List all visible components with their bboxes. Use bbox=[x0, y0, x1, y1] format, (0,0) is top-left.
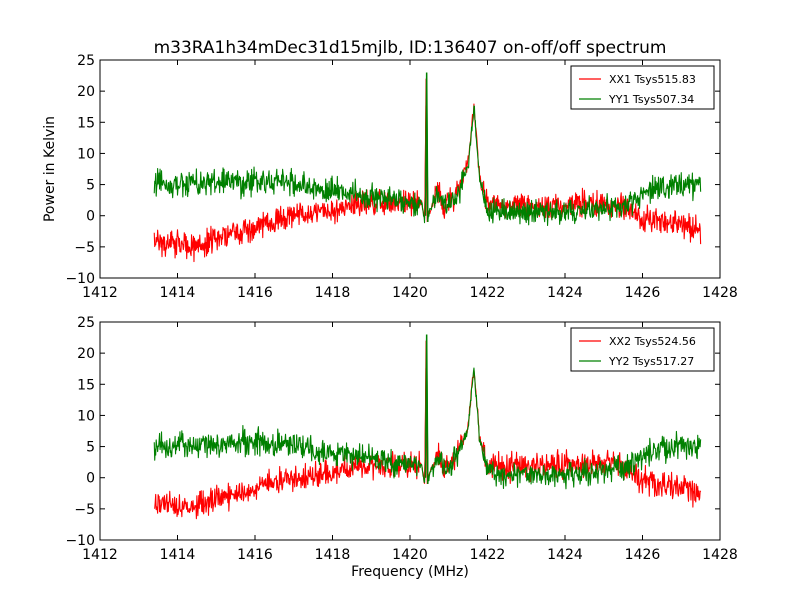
x-tick-label: 1426 bbox=[625, 285, 661, 301]
y-tick-label: 25 bbox=[77, 315, 95, 331]
x-axis-label: Frequency (MHz) bbox=[351, 564, 469, 580]
y-tick-label: 10 bbox=[77, 408, 95, 424]
x-tick-label: 1416 bbox=[237, 547, 273, 563]
x-tick-label: 1418 bbox=[315, 547, 351, 563]
y-tick-label: 10 bbox=[77, 146, 95, 162]
legend-box bbox=[570, 327, 715, 372]
figure-title: m33RA1h34mDec31d15mjlb, ID:136407 on-off… bbox=[154, 38, 667, 58]
legend-label: XX2 Tsys524.56 bbox=[609, 335, 696, 348]
y-tick-label: −10 bbox=[65, 271, 95, 287]
x-tick-label: 1412 bbox=[82, 285, 118, 301]
x-tick-label: 1420 bbox=[392, 285, 428, 301]
legend-label: YY2 Tsys517.27 bbox=[608, 355, 694, 368]
y-tick-label: −5 bbox=[74, 240, 95, 256]
y-axis-label: Power in Kelvin bbox=[42, 116, 58, 222]
x-tick-label: 1424 bbox=[547, 547, 583, 563]
x-tick-label: 1422 bbox=[470, 547, 506, 563]
x-tick-label: 1426 bbox=[625, 547, 661, 563]
x-tick-label: 1424 bbox=[547, 285, 583, 301]
x-tick-label: 1428 bbox=[702, 285, 738, 301]
chart-panel-2: 1412 1414 1416 1418 1420 1422 1424 1426 1428 25 20… bbox=[65, 315, 737, 563]
series-2-spike bbox=[424, 72, 429, 222]
y-tick-label: 5 bbox=[86, 440, 95, 456]
chart-panel-1: 1412 1414 1416 1418 1420 1422 1424 1426 1428 25 20… bbox=[65, 53, 737, 301]
y-tick-label: 20 bbox=[77, 346, 95, 362]
y-tick-label: −5 bbox=[74, 502, 95, 518]
y-tick-label: 20 bbox=[77, 84, 95, 100]
legend: XX1 Tsys515.83 YY1 Tsys507.34 bbox=[570, 65, 715, 110]
y-tick-label: 5 bbox=[86, 178, 95, 194]
legend-label: YY1 Tsys507.34 bbox=[608, 93, 694, 106]
y-tick-label: 0 bbox=[86, 209, 95, 225]
x-tick-label: 1414 bbox=[160, 547, 196, 563]
x-tick-label: 1414 bbox=[160, 285, 196, 301]
y-tick-label: 15 bbox=[77, 115, 95, 131]
y-tick-label: 25 bbox=[77, 53, 95, 69]
x-tick-label: 1428 bbox=[702, 547, 738, 563]
series-2-spike bbox=[424, 334, 429, 484]
legend-label: XX1 Tsys515.83 bbox=[609, 73, 696, 86]
x-tick-label: 1412 bbox=[82, 547, 118, 563]
x-tick-label: 1418 bbox=[315, 285, 351, 301]
legend-box bbox=[570, 65, 715, 110]
legend: XX2 Tsys524.56 YY2 Tsys517.27 bbox=[570, 327, 715, 372]
y-tick-label: −10 bbox=[65, 533, 95, 549]
x-tick-label: 1416 bbox=[237, 285, 273, 301]
y-tick-label: 15 bbox=[77, 377, 95, 393]
x-tick-label: 1422 bbox=[470, 285, 506, 301]
y-tick-label: 0 bbox=[86, 471, 95, 487]
x-tick-label: 1420 bbox=[392, 547, 428, 563]
